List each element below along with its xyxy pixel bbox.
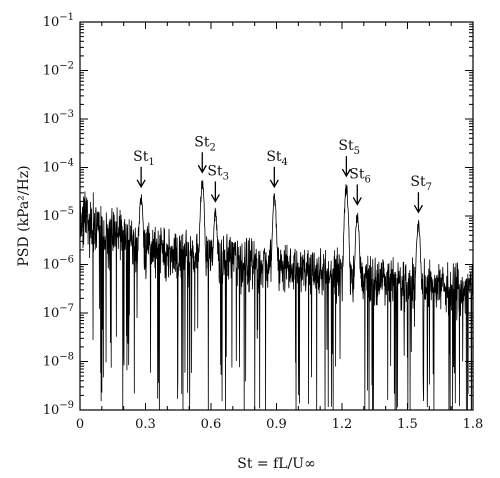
annotation-label: St5 xyxy=(338,138,360,157)
x-tick-label: 0.3 xyxy=(135,417,156,432)
y-tick-label: 10−6 xyxy=(43,255,74,273)
annotation-arrowhead xyxy=(413,204,423,214)
plot-frame xyxy=(79,21,474,411)
psd-signal xyxy=(79,180,474,411)
y-tick-label: 10−8 xyxy=(43,352,74,370)
psd-series-line xyxy=(79,180,474,411)
y-tick-label: 10−2 xyxy=(43,61,74,79)
y-tick-label: 10−3 xyxy=(43,109,74,127)
x-tick-label: 1.2 xyxy=(332,417,353,432)
y-tick-label: 10−1 xyxy=(43,12,74,30)
axis-ticks: 0 0.3 0.6 0.9 1.2 1.5 1.8 10−9 10−8 10−7 10−6 10−5 1… xyxy=(43,12,484,432)
annotation-label: St3 xyxy=(207,163,229,182)
x-tick-label: 0.9 xyxy=(266,417,287,432)
annotation-arrowhead xyxy=(210,194,220,203)
annotation-arrowhead xyxy=(136,179,146,189)
annotation-label: St1 xyxy=(133,149,155,168)
annotation-arrowhead xyxy=(197,164,207,174)
annotation-label: St6 xyxy=(349,166,371,185)
x-tick-label: 0 xyxy=(76,417,84,432)
y-tick-label: 10−7 xyxy=(43,303,74,321)
y-axis-title: PSD (kPa²/Hz) xyxy=(16,165,32,266)
x-tick-label: 1.8 xyxy=(463,417,484,432)
peak-annotations: St1 St2 St3 St4 St5 St6 St7 xyxy=(133,134,432,214)
y-tick-label: 10−5 xyxy=(43,206,74,224)
y-tick-label: 10−9 xyxy=(43,400,74,418)
annotation-arrowhead xyxy=(352,197,362,206)
x-axis-title: St = fL/U∞ xyxy=(237,456,316,472)
x-tick-label: 0.6 xyxy=(201,417,222,432)
annotation-label: St2 xyxy=(194,134,216,153)
x-tick-label: 1.5 xyxy=(397,417,418,432)
y-tick-label: 10−4 xyxy=(43,158,74,176)
annotation-label: St7 xyxy=(410,174,432,193)
annotation-arrowhead xyxy=(341,168,351,178)
axis-titles: St = fL/U∞ PSD (kPa²/Hz) xyxy=(16,165,316,472)
annotation-arrowhead xyxy=(269,179,279,189)
annotation-label: St4 xyxy=(266,149,288,168)
